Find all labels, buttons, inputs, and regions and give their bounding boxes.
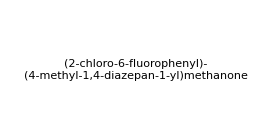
Text: (2-chloro-6-fluorophenyl)-
(4-methyl-1,4-diazepan-1-yl)methanone: (2-chloro-6-fluorophenyl)- (4-methyl-1,4… xyxy=(24,59,248,81)
